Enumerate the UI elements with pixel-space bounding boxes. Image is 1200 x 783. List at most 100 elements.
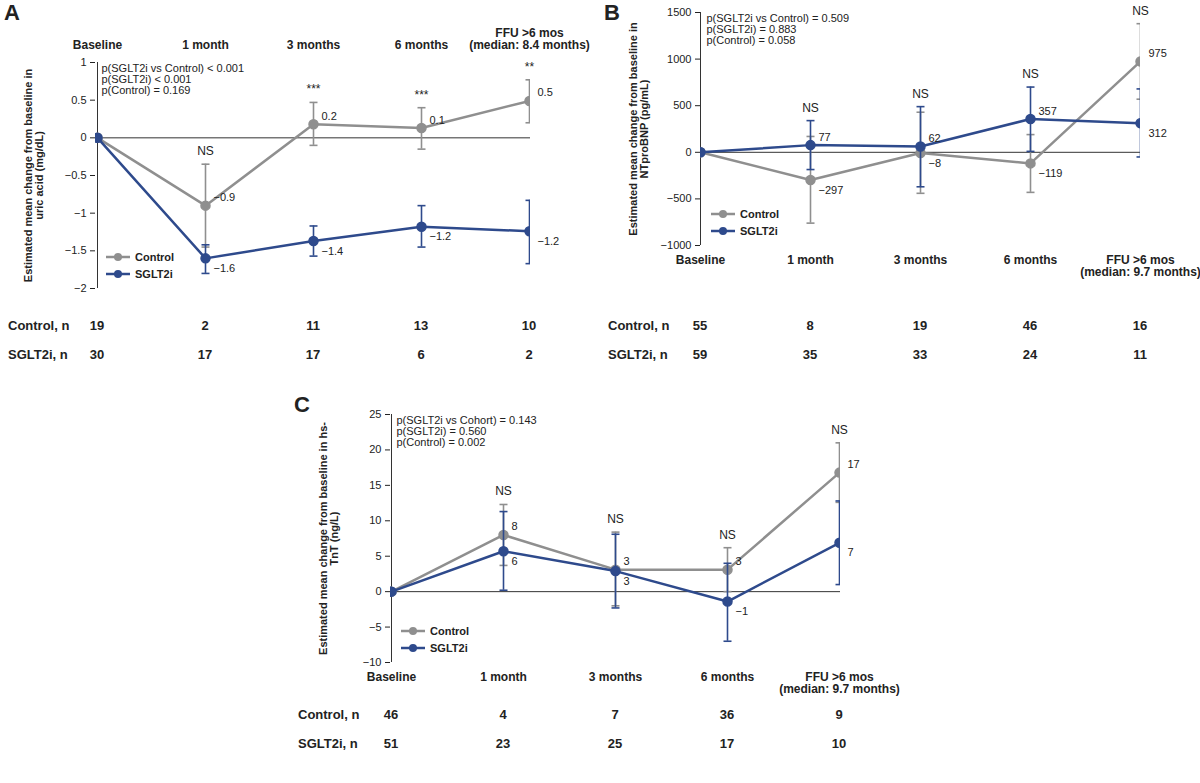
html-text:35: 35 <box>802 347 818 362</box>
svg-text:NS: NS <box>607 512 624 526</box>
html-text:24: 24 <box>1022 347 1038 362</box>
html-text:17: 17 <box>305 347 321 362</box>
html-text:10: 10 <box>521 318 537 333</box>
svg-text:8: 8 <box>512 520 518 532</box>
svg-text:20: 20 <box>369 443 381 455</box>
svg-text:−0.5: −0.5 <box>65 169 87 181</box>
svg-text:−1.6: −1.6 <box>214 262 236 274</box>
html-text:SGLT2i, n: SGLT2i, n <box>8 347 68 362</box>
html-text:Control, n: Control, n <box>8 318 70 333</box>
svg-text:6: 6 <box>512 555 518 567</box>
svg-text:357: 357 <box>1039 105 1057 117</box>
svg-text:FFU >6 mos(median: 9.7 months): FFU >6 mos(median: 9.7 months) <box>1080 253 1200 279</box>
svg-text:Estimated mean change from bas: Estimated mean change from baseline inNT… <box>627 22 650 236</box>
svg-text:0.5: 0.5 <box>71 94 86 106</box>
html-text:59: 59 <box>692 347 708 362</box>
svg-text:0: 0 <box>375 585 381 597</box>
svg-text:−1.2: −1.2 <box>430 230 452 242</box>
svg-text:p(SGLT2i vs Control) = 0.509p(: p(SGLT2i vs Control) = 0.509p(SGLT2i) = … <box>707 12 850 46</box>
svg-text:Baseline: Baseline <box>676 253 726 267</box>
svg-text:−119: −119 <box>1039 167 1063 179</box>
svg-text:77: 77 <box>819 131 831 143</box>
svg-text:10: 10 <box>369 514 381 526</box>
svg-text:Baseline: Baseline <box>73 38 123 52</box>
svg-text:−1000: −1000 <box>661 239 692 251</box>
html-text:Control, n: Control, n <box>298 707 360 722</box>
svg-text:6 months: 6 months <box>1004 253 1058 267</box>
html-text:SGLT2i, n: SGLT2i, n <box>608 347 668 362</box>
svg-text:500: 500 <box>673 99 691 111</box>
svg-text:−1: −1 <box>74 207 87 219</box>
html-text:B: B <box>604 0 620 25</box>
svg-text:−297: −297 <box>819 184 844 196</box>
svg-text:3 months: 3 months <box>589 670 643 684</box>
html-text:C: C <box>294 392 310 417</box>
svg-text:0.2: 0.2 <box>322 110 337 122</box>
svg-text:1: 1 <box>80 56 86 68</box>
svg-text:1 month: 1 month <box>787 253 834 267</box>
svg-text:0.5: 0.5 <box>538 86 553 98</box>
svg-text:−5: −5 <box>369 621 382 633</box>
svg-text:−10: −10 <box>363 656 382 668</box>
svg-text:0: 0 <box>80 131 86 143</box>
svg-text:1000: 1000 <box>667 53 691 65</box>
svg-text:−1.5: −1.5 <box>65 244 87 256</box>
html-text:Control, n: Control, n <box>608 318 670 333</box>
html-text:17: 17 <box>197 347 213 362</box>
html-text:A: A <box>4 0 20 25</box>
svg-text:***: *** <box>414 88 428 102</box>
svg-text:FFU >6 mos(median: 9.7 months): FFU >6 mos(median: 9.7 months) <box>779 670 900 696</box>
svg-text:NS: NS <box>1132 4 1149 18</box>
svg-text:−2: −2 <box>74 282 87 294</box>
svg-text:3: 3 <box>624 555 630 567</box>
svg-text:3: 3 <box>736 555 742 567</box>
svg-text:1 month: 1 month <box>480 670 527 684</box>
html-text:33: 33 <box>912 347 928 362</box>
html-text:16: 16 <box>1132 318 1148 333</box>
svg-text:3: 3 <box>624 575 630 587</box>
svg-text:25: 25 <box>369 408 381 420</box>
svg-text:Estimated mean change from bas: Estimated mean change from baseline inur… <box>22 69 45 283</box>
svg-text:3 months: 3 months <box>287 38 341 52</box>
svg-text:−1: −1 <box>736 605 749 617</box>
svg-text:FFU >6 mos(median: 8.4 months): FFU >6 mos(median: 8.4 months) <box>469 26 590 52</box>
svg-text:−1.4: −1.4 <box>322 245 344 257</box>
svg-text:NS: NS <box>831 423 848 437</box>
svg-text:1 month: 1 month <box>182 38 229 52</box>
svg-text:0.1: 0.1 <box>430 114 445 126</box>
svg-text:NS: NS <box>912 87 929 101</box>
svg-text:**: ** <box>525 60 535 74</box>
html-text:19: 19 <box>89 318 105 333</box>
svg-text:17: 17 <box>848 458 860 470</box>
svg-text:−8: −8 <box>929 157 942 169</box>
svg-text:NS: NS <box>495 484 512 498</box>
svg-text:NS: NS <box>197 144 214 158</box>
svg-text:−500: −500 <box>667 192 692 204</box>
svg-text:0: 0 <box>685 146 691 158</box>
svg-text:p(SGLT2i vs Cohort) = 0.143p(S: p(SGLT2i vs Cohort) = 0.143p(SGLT2i) = 0… <box>397 414 537 448</box>
svg-text:3 months: 3 months <box>894 253 948 267</box>
svg-text:15: 15 <box>369 479 381 491</box>
html-text:55: 55 <box>692 318 708 333</box>
svg-text:−1.2: −1.2 <box>538 235 560 247</box>
svg-text:***: *** <box>306 82 320 96</box>
svg-text:312: 312 <box>1149 127 1167 139</box>
svg-text:Estimated mean change from bas: Estimated mean change from baseline in h… <box>317 422 340 655</box>
svg-text:975: 975 <box>1149 47 1167 59</box>
svg-text:62: 62 <box>929 132 941 144</box>
svg-text:−0.9: −0.9 <box>214 191 236 203</box>
svg-text:7: 7 <box>848 546 854 558</box>
svg-text:NS: NS <box>719 528 736 542</box>
svg-text:5: 5 <box>375 550 381 562</box>
html-text:13: 13 <box>413 318 429 333</box>
html-text:30: 30 <box>89 347 105 362</box>
svg-text:6 months: 6 months <box>701 670 755 684</box>
svg-text:Baseline: Baseline <box>367 670 417 684</box>
svg-text:p(SGLT2i vs Control) < 0.001p(: p(SGLT2i vs Control) < 0.001p(SGLT2i) < … <box>102 62 245 96</box>
svg-text:NS: NS <box>1022 67 1039 81</box>
html-text:46: 46 <box>1022 318 1038 333</box>
svg-text:6 months: 6 months <box>395 38 449 52</box>
svg-text:1500: 1500 <box>667 6 691 18</box>
html-text:19: 19 <box>912 318 928 333</box>
svg-text:NS: NS <box>802 101 819 115</box>
